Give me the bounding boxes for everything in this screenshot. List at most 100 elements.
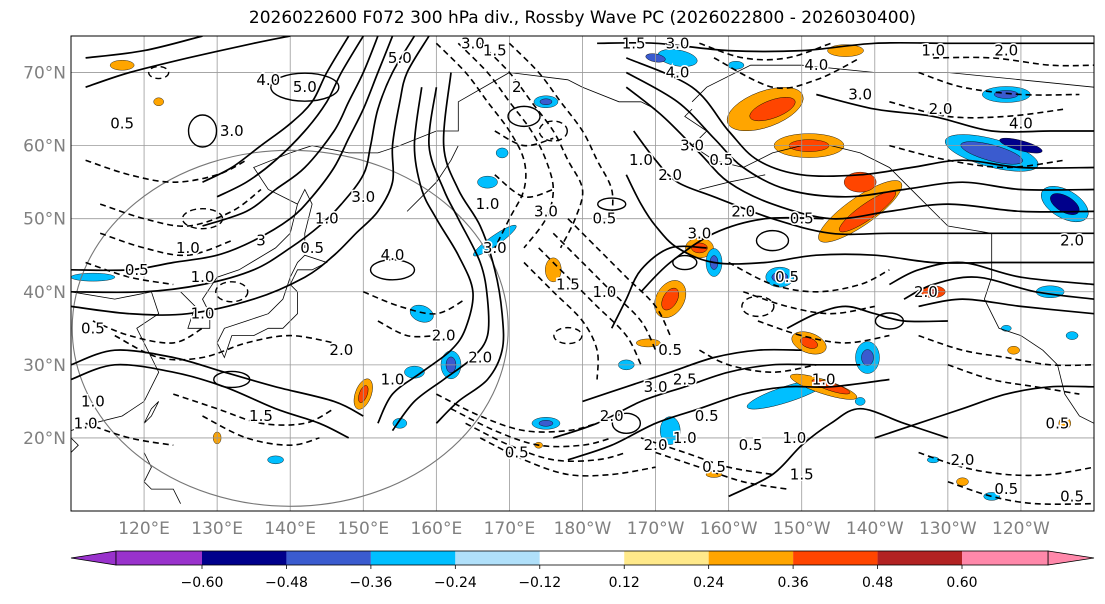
contour-positive — [889, 261, 1094, 286]
contour-positive — [85, 36, 203, 59]
shading-blob — [267, 455, 284, 465]
contour-label: 2 — [512, 78, 522, 96]
contour-label: 1.0 — [782, 429, 806, 447]
contour-loop — [270, 72, 340, 102]
shading-blob — [960, 141, 1023, 165]
contour-negative — [99, 188, 262, 227]
colorbar-tick-label: −0.48 — [265, 575, 308, 591]
colorbar-swatch — [708, 551, 794, 565]
shading-blob — [1058, 417, 1071, 430]
contour-positive — [918, 298, 1094, 315]
contour-label: 2.0 — [914, 283, 938, 301]
contour-negative — [640, 437, 773, 476]
coastline — [216, 254, 328, 359]
contour-positive — [625, 71, 1094, 198]
longitude-labels: 120°E 130°E 140°E 150°E 160°E 170°E 180°W 170°W… — [118, 519, 1050, 539]
contour-label: 1.0 — [629, 151, 653, 169]
colorbar-tick-label: 0.36 — [778, 575, 809, 591]
contour-label: 3.0 — [644, 378, 668, 396]
contour-label: 4.0 — [804, 56, 828, 74]
colorbar-swatch — [286, 551, 371, 565]
longitude-tick-label: 150°W — [773, 519, 831, 539]
contour-label: 2.0 — [329, 341, 353, 359]
colorbar-tick-label: 0.12 — [609, 575, 640, 591]
contour-loop — [597, 197, 627, 211]
contour-loop-dashed — [215, 281, 249, 303]
contour-label: 1.0 — [921, 42, 945, 60]
colorbar-swatch — [877, 551, 962, 565]
contour-label: 4.0 — [256, 71, 280, 89]
contour-label: 1.0 — [381, 370, 405, 388]
shading-blob — [495, 147, 509, 159]
contour-negative — [99, 232, 233, 257]
shading-blob — [636, 338, 661, 348]
contour-label: 2.0 — [644, 436, 668, 454]
contour-negative — [173, 393, 335, 426]
contour-label: 2.0 — [951, 451, 975, 469]
contour-label: 0.5 — [110, 115, 134, 133]
contour-label: 0.5 — [592, 210, 616, 228]
colorbar-swatch — [962, 551, 1048, 565]
contour-label: 1.5 — [790, 465, 814, 483]
shading-blob — [771, 271, 788, 283]
latitude-tick-label: 70°N — [23, 64, 66, 84]
latitude-labels: 70°N 60°N 50°N 40°N 30°N 20°N — [23, 64, 66, 449]
contour-positive — [640, 216, 824, 293]
coastline — [143, 401, 160, 424]
shading-blob — [994, 90, 1019, 99]
contour-label: 0.5 — [702, 458, 726, 476]
shading-blob — [727, 61, 745, 70]
contour-negative — [947, 364, 1080, 395]
contour-positive — [633, 130, 1094, 236]
contour-negative — [655, 451, 788, 490]
longitude-tick-label: 150°E — [337, 519, 389, 539]
contour-loop — [672, 254, 698, 271]
contour-negative — [713, 57, 861, 90]
contour-negative — [202, 415, 320, 447]
contour-negative — [494, 130, 554, 147]
contour-label: 1.5 — [249, 407, 273, 425]
contour-negative — [523, 261, 599, 380]
contour-negative — [85, 159, 247, 184]
contour-negative — [377, 320, 437, 338]
shading-blob — [854, 397, 866, 406]
longitude-tick-label: 170°W — [627, 519, 685, 539]
contour-label: 1.0 — [476, 195, 500, 213]
shading-blob — [538, 420, 554, 427]
contour-negative — [918, 71, 1080, 96]
contour-negative — [450, 407, 612, 448]
colorbar-swatch — [793, 551, 878, 565]
contour-negative — [889, 144, 1065, 169]
contour-label: 1.0 — [673, 429, 697, 447]
contour-negative — [479, 437, 656, 477]
contour-label: 3.0 — [220, 122, 244, 140]
shading-blob — [153, 97, 164, 106]
longitude-tick-label: 170°E — [484, 519, 536, 539]
contour-label: 1.0 — [315, 210, 339, 228]
contour-negative — [567, 218, 671, 336]
contour-positive — [610, 245, 707, 329]
contour-positive — [597, 41, 1094, 53]
contour-positive — [391, 87, 490, 432]
contour-label: 0.5 — [1060, 487, 1084, 505]
colorbar-tick-label: −0.12 — [518, 575, 561, 591]
contour-positive — [85, 36, 291, 89]
contour-negative — [436, 393, 598, 433]
contour-label: 3 — [256, 232, 266, 250]
shading-blob — [109, 60, 135, 71]
contour-negative — [918, 451, 1094, 477]
contour-label: 0.5 — [81, 319, 105, 337]
contour-positive — [874, 385, 1094, 439]
contour-label: 3.0 — [666, 34, 690, 52]
contour-label: 1.0 — [191, 268, 215, 286]
latitude-tick-label: 40°N — [23, 283, 66, 303]
contour-label: 3.0 — [848, 85, 872, 103]
shading-blob — [843, 171, 877, 193]
colorbar-swatch — [539, 551, 625, 565]
contour-negative — [933, 56, 1094, 67]
shading-blob — [71, 272, 116, 282]
contour-negative — [508, 42, 614, 219]
contour-positive — [71, 36, 416, 294]
longitude-tick-label: 160°E — [411, 519, 463, 539]
